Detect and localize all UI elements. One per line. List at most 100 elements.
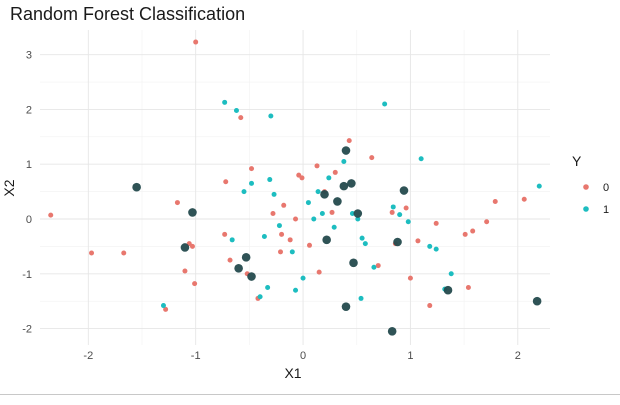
data-point-class-1 — [257, 294, 263, 300]
data-point-class-0 — [89, 250, 95, 256]
data-point-class-0 — [329, 209, 335, 215]
data-point-class-0 — [462, 231, 468, 237]
y-tick-label: 0 — [26, 214, 32, 226]
data-point-class-0 — [192, 281, 198, 287]
data-point-class-0 — [182, 268, 188, 274]
x-tick-label: -2 — [83, 350, 93, 362]
data-point-class-1 — [371, 264, 377, 270]
highlighted-point — [532, 296, 542, 306]
data-point-class-1 — [160, 303, 166, 309]
highlighted-point — [443, 285, 453, 295]
y-tick-label: -2 — [22, 324, 32, 336]
x-tick-label: 2 — [515, 350, 521, 362]
data-point-class-0 — [48, 212, 54, 218]
data-point-class-1 — [341, 158, 347, 164]
highlighted-point — [393, 237, 402, 247]
data-point-class-1 — [326, 175, 332, 181]
data-point-class-1 — [397, 212, 403, 218]
data-point-class-0 — [375, 263, 381, 269]
legend: Y 0 1 — [572, 153, 609, 216]
data-point-class-1 — [311, 216, 317, 222]
highlighted-point — [234, 264, 243, 273]
data-point-class-0 — [287, 237, 293, 243]
highlighted-point — [387, 327, 397, 336]
data-point-class-0 — [470, 228, 476, 234]
data-points — [48, 39, 542, 336]
y-tick-label: 2 — [26, 104, 32, 116]
data-point-class-0 — [369, 155, 375, 161]
legend-key-1 — [583, 206, 589, 212]
y-tick-label: 1 — [26, 159, 32, 171]
data-point-class-1 — [418, 156, 424, 162]
highlighted-point — [188, 208, 197, 217]
data-point-class-0 — [314, 163, 320, 169]
data-point-class-0 — [332, 169, 338, 175]
data-point-class-1 — [267, 177, 273, 183]
data-point-class-0 — [249, 166, 255, 172]
data-point-class-0 — [270, 211, 276, 217]
data-point-class-1 — [271, 191, 277, 197]
x-axis-ticks: -2 -1 0 1 2 — [83, 350, 520, 362]
data-point-class-1 — [293, 287, 299, 293]
highlighted-point — [320, 190, 329, 199]
data-point-class-1 — [536, 183, 542, 189]
data-point-class-1 — [229, 237, 235, 243]
data-point-class-0 — [189, 243, 195, 249]
data-point-class-1 — [268, 113, 274, 119]
data-point-class-1 — [249, 180, 255, 186]
data-point-class-0 — [279, 231, 285, 237]
highlighted-point — [132, 182, 141, 192]
x-tick-label: 1 — [407, 350, 413, 362]
legend-label-1: 1 — [603, 204, 609, 216]
data-point-class-1 — [276, 223, 282, 229]
data-point-class-0 — [299, 175, 305, 181]
data-point-class-1 — [305, 200, 311, 206]
highlighted-point — [347, 179, 356, 188]
data-point-class-0 — [316, 269, 322, 275]
x-tick-label: -1 — [191, 350, 201, 362]
data-point-class-1 — [315, 189, 321, 195]
data-point-class-1 — [358, 295, 364, 301]
data-point-class-1 — [355, 216, 361, 222]
data-point-class-1 — [331, 224, 337, 230]
data-point-class-0 — [433, 220, 439, 226]
highlighted-point — [339, 181, 349, 191]
y-axis-ticks: -2 -1 0 1 2 3 — [22, 50, 32, 336]
data-point-class-0 — [346, 138, 352, 144]
data-point-class-1 — [233, 108, 239, 114]
data-point-class-0 — [278, 249, 284, 255]
data-point-class-0 — [223, 179, 229, 185]
bottom-divider — [0, 394, 620, 395]
y-axis-title: X2 — [1, 179, 17, 196]
highlighted-point — [341, 302, 351, 311]
data-point-class-1 — [359, 235, 365, 241]
data-point-class-0 — [427, 303, 433, 309]
data-point-class-1 — [319, 211, 325, 217]
data-point-class-1 — [241, 189, 247, 195]
highlighted-point — [399, 186, 409, 195]
data-point-class-0 — [121, 250, 127, 256]
data-point-class-1 — [300, 275, 306, 281]
data-point-class-1 — [222, 99, 228, 105]
y-tick-label: -1 — [22, 269, 32, 281]
chart-title: Random Forest Classification — [10, 4, 245, 24]
legend-label-0: 0 — [603, 182, 609, 194]
highlighted-point — [322, 235, 331, 245]
highlighted-point — [241, 253, 251, 262]
data-point-class-0 — [306, 242, 312, 248]
data-point-class-0 — [407, 275, 413, 281]
data-point-class-1 — [448, 271, 454, 277]
data-point-class-0 — [389, 209, 395, 215]
data-point-class-0 — [238, 115, 244, 121]
data-point-class-0 — [484, 219, 490, 225]
data-point-class-1 — [390, 204, 396, 210]
data-point-class-0 — [222, 231, 228, 237]
data-point-class-0 — [281, 202, 287, 208]
data-point-class-0 — [163, 306, 169, 312]
data-point-class-0 — [403, 205, 409, 211]
data-point-class-0 — [492, 198, 498, 204]
highlighted-point — [333, 197, 342, 206]
data-point-class-0 — [415, 238, 421, 244]
data-point-class-0 — [521, 196, 527, 202]
